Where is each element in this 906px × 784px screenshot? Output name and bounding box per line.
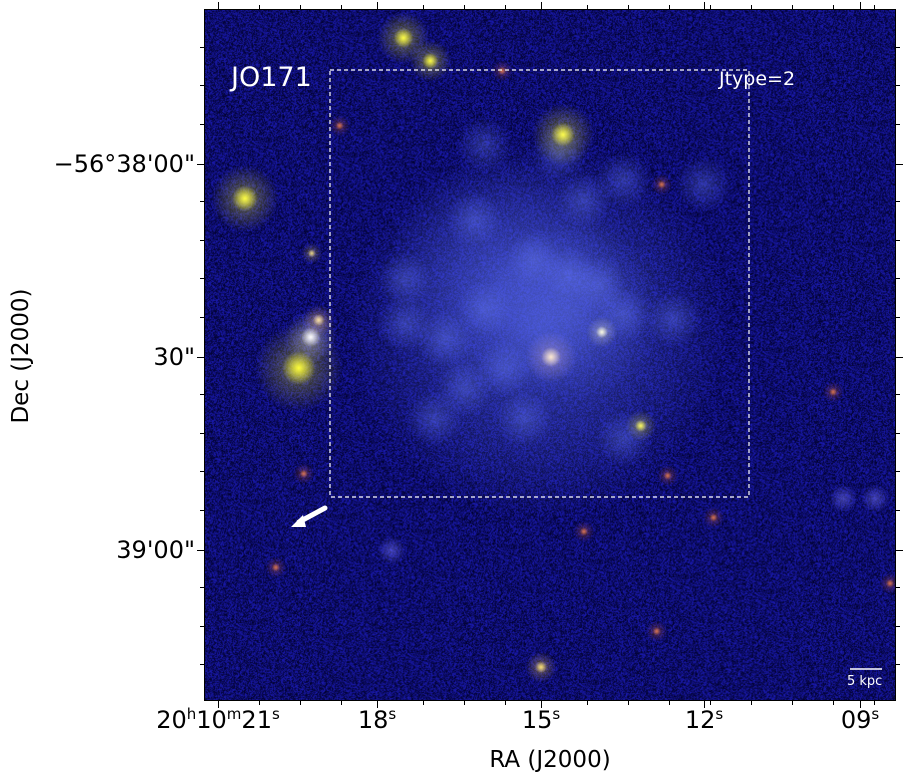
tick-mark	[200, 85, 204, 87]
tick-mark	[259, 701, 260, 705]
tick-mark	[300, 701, 301, 705]
x-tick-label-18s: 18s	[357, 705, 397, 734]
dashed-box	[329, 69, 750, 498]
annotation-layer	[291, 69, 882, 670]
tick-mark	[896, 164, 903, 165]
tick-mark	[505, 5, 506, 9]
tick-mark	[704, 701, 705, 708]
tick-mark	[896, 664, 900, 666]
tick-mark	[464, 701, 465, 705]
tick-mark	[896, 278, 900, 280]
tick-mark	[200, 625, 204, 627]
tick-mark	[896, 357, 903, 358]
tick-mark	[896, 201, 900, 202]
tick-mark	[896, 239, 900, 241]
tick-mark	[669, 5, 670, 9]
tick-mark	[792, 5, 793, 9]
tick-mark	[200, 432, 204, 434]
tick-mark	[541, 2, 542, 9]
tick-mark	[628, 5, 629, 9]
jtype-label: Jtype=2	[719, 68, 796, 90]
tick-mark	[896, 625, 900, 627]
tick-mark	[200, 46, 204, 48]
x-tick-label-15s: 15s	[521, 705, 561, 734]
tick-mark	[200, 123, 204, 125]
tick-mark	[896, 550, 903, 551]
y-tick-label-30: 30"	[153, 343, 195, 371]
x-axis-title: RA (J2000)	[489, 747, 611, 773]
tick-mark	[218, 701, 219, 708]
tick-mark	[792, 701, 793, 705]
tick-mark	[874, 701, 875, 705]
tick-mark	[259, 5, 260, 9]
tick-mark	[710, 701, 711, 705]
y-tick-label-39-00: 39'00"	[116, 536, 195, 564]
tick-mark	[377, 701, 378, 708]
tick-mark	[896, 123, 900, 125]
tick-mark	[751, 701, 752, 705]
tick-mark	[896, 85, 900, 87]
tick-mark	[200, 394, 204, 395]
tick-mark	[200, 587, 204, 588]
tick-mark	[896, 432, 900, 434]
tick-mark	[541, 701, 542, 708]
tick-mark	[874, 5, 875, 9]
tick-mark	[423, 701, 424, 705]
tick-mark	[200, 278, 204, 280]
tick-mark	[587, 5, 588, 9]
tick-mark	[200, 509, 204, 511]
tick-mark	[833, 5, 834, 9]
tick-mark	[200, 664, 204, 666]
tick-mark	[218, 2, 219, 9]
sky-canvas	[205, 10, 895, 700]
tick-mark	[860, 701, 861, 708]
y-axis-title: Dec (J2000)	[8, 288, 34, 424]
tick-mark	[896, 316, 900, 318]
tick-mark	[751, 5, 752, 9]
tick-mark	[860, 2, 861, 9]
tick-mark	[341, 701, 342, 705]
x-tick-label-21s: 20h10m21s	[156, 705, 280, 734]
tick-mark	[587, 701, 588, 705]
tick-mark	[200, 471, 204, 473]
tick-mark	[896, 46, 900, 48]
tick-mark	[377, 2, 378, 9]
x-tick-label-09s: 09s	[840, 705, 880, 734]
x-tick-label-12s: 12s	[684, 705, 724, 734]
tick-mark	[628, 701, 629, 705]
tick-mark	[197, 164, 204, 165]
tick-mark	[200, 239, 204, 241]
tick-mark	[704, 2, 705, 9]
tick-mark	[197, 357, 204, 358]
y-tick-label-38-00: −56°38'00"	[53, 150, 195, 178]
tick-mark	[896, 509, 900, 511]
tick-mark	[896, 394, 900, 395]
tick-mark	[505, 701, 506, 705]
tick-mark	[200, 201, 204, 202]
tick-mark	[896, 587, 900, 588]
tick-mark	[833, 701, 834, 705]
scale-bar-label: 5 kpc	[847, 674, 883, 689]
tick-mark	[341, 5, 342, 9]
tick-mark	[669, 701, 670, 705]
tick-mark	[197, 550, 204, 551]
sky-image: JO171 Jtype=2 5 kpc	[204, 9, 896, 701]
object-label: JO171	[231, 62, 312, 93]
tick-mark	[710, 5, 711, 9]
arrow-head-icon	[291, 515, 306, 527]
tick-mark	[464, 5, 465, 9]
tick-mark	[423, 5, 424, 9]
tick-mark	[200, 316, 204, 318]
tick-mark	[300, 5, 301, 9]
tick-mark	[896, 471, 900, 473]
